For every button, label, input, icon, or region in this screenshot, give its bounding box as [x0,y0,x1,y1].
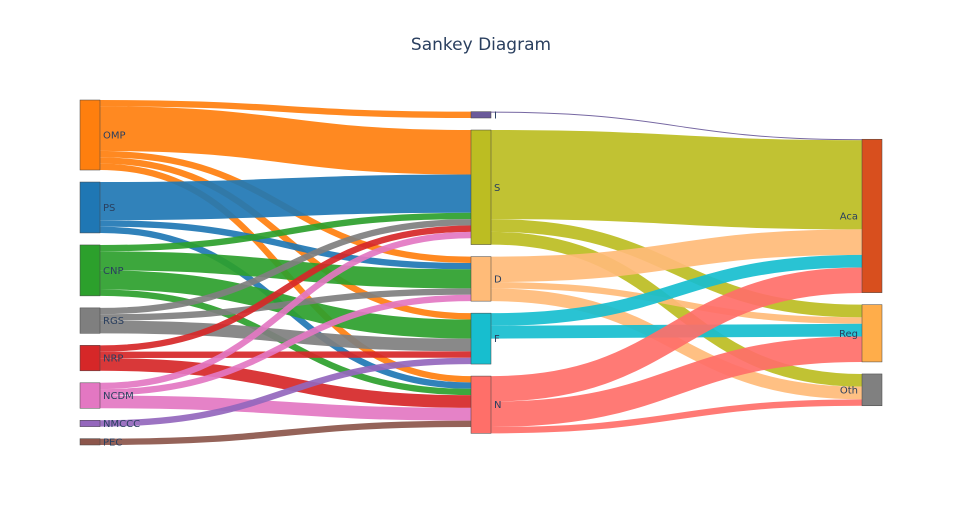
link-ps-to-d [99,220,472,270]
node-label-i: I [494,110,497,121]
node-aca[interactable]: Aca [840,138,883,293]
link-d-to-reg [490,282,863,324]
node-pec[interactable]: PEC [79,437,122,448]
node-f[interactable]: F [470,312,500,365]
node-label-f: F [494,334,500,345]
node-label-ps: PS [103,203,115,214]
link-pec-to-n [99,420,472,445]
link-nrp-to-n [99,358,472,408]
link-s-to-oth [490,231,863,387]
node-ncdm[interactable]: NCDM [79,382,134,409]
node-bar-oth[interactable] [861,373,883,407]
node-bar-rgs[interactable] [79,307,101,334]
node-bar-ps[interactable] [79,181,101,234]
node-label-aca: Aca [840,211,858,222]
link-i-to-aca [490,111,863,141]
node-d[interactable]: D [470,256,502,302]
node-label-n: N [494,400,501,411]
node-nrp[interactable]: NRP [79,345,123,372]
node-label-pec: PEC [103,437,122,448]
link-omp-to-i [99,100,472,118]
link-ps-to-s [99,174,472,221]
node-bar-nmccc[interactable] [79,420,101,427]
node-oth[interactable]: Oth [840,373,883,407]
link-nrp-to-s [99,225,472,352]
node-omp[interactable]: OMP [79,99,126,171]
node-bar-pec[interactable] [79,438,101,446]
link-rgs-to-f [99,320,472,352]
node-label-reg: Reg [839,329,858,340]
link-ncdm-to-d [99,294,472,396]
link-cnp-to-s [99,212,472,252]
node-reg[interactable]: Reg [839,304,883,363]
links-layer [99,100,863,445]
node-nmccc[interactable]: NMCCC [79,419,140,430]
chart-title: Sankey Diagram [411,35,551,55]
nodes-layer: OMP PS CNP RGS NRP NCDM NMCCC PEC I S D F N Aca Reg Oth [79,99,883,448]
link-nmccc-to-f [99,357,472,427]
node-bar-f[interactable] [470,312,492,365]
link-d-to-aca [490,229,863,283]
node-bar-s[interactable] [470,129,492,245]
node-bar-reg[interactable] [861,304,883,363]
node-label-cnp: CNP [103,266,124,277]
node-bar-ncdm[interactable] [79,382,101,409]
node-label-nrp: NRP [103,354,123,365]
link-omp-to-s [99,106,472,175]
link-s-to-aca [490,130,863,230]
node-label-ncdm: NCDM [103,391,134,402]
node-cnp[interactable]: CNP [79,244,124,297]
node-label-d: D [494,274,502,285]
node-i[interactable]: I [470,110,497,121]
link-n-to-reg [490,336,863,427]
node-bar-omp[interactable] [79,99,101,171]
node-bar-d[interactable] [470,256,492,302]
node-bar-nrp[interactable] [79,345,101,372]
link-n-to-oth [490,399,863,434]
node-bar-cnp[interactable] [79,244,101,297]
link-rgs-to-s [99,219,472,315]
node-label-s: S [494,183,500,194]
node-label-nmccc: NMCCC [103,419,140,430]
node-rgs[interactable]: RGS [79,307,124,334]
node-label-oth: Oth [840,385,858,396]
node-bar-aca[interactable] [861,138,883,293]
node-s[interactable]: S [470,129,500,245]
link-n-to-aca [490,267,863,402]
node-bar-i[interactable] [470,111,492,119]
link-rgs-to-d [99,288,472,321]
node-ps[interactable]: PS [79,181,115,234]
node-bar-n[interactable] [470,375,492,434]
link-ncdm-to-n [99,395,472,421]
node-label-omp: OMP [103,131,126,142]
node-label-rgs: RGS [103,316,124,327]
node-n[interactable]: N [470,375,501,434]
link-ncdm-to-s [99,231,472,390]
link-f-to-aca [490,254,863,326]
link-omp-to-f [99,157,472,320]
